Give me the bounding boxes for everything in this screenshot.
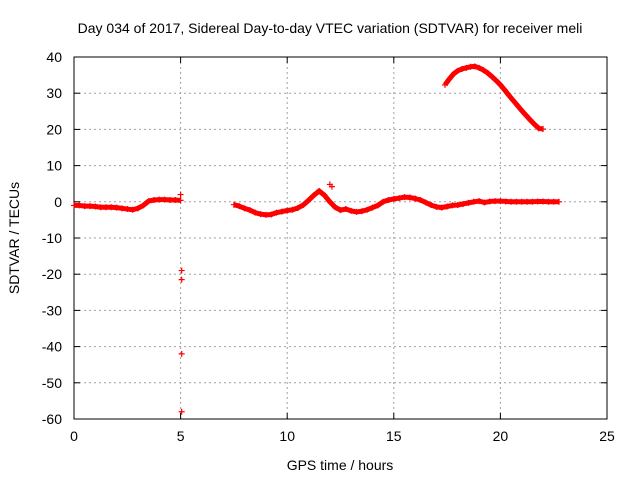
data-points: [71, 63, 563, 415]
y-tick-label: -10: [42, 230, 62, 246]
x-tick-label: 25: [599, 428, 615, 444]
y-tick-label: 40: [46, 49, 62, 65]
x-tick-label: 20: [493, 428, 509, 444]
data-point: [328, 183, 335, 190]
x-tick-label: 15: [386, 428, 402, 444]
y-tick-label: 30: [46, 85, 62, 101]
y-tick-label: -50: [42, 375, 62, 391]
x-tick-label: 5: [177, 428, 185, 444]
grid-lines: [74, 57, 607, 419]
y-tick-label: -40: [42, 339, 62, 355]
chart-title: Day 034 of 2017, Sidereal Day-to-day VTE…: [78, 20, 583, 36]
y-axis-title: SDTVAR / TECUs: [6, 182, 22, 294]
y-tick-label: 20: [46, 121, 62, 137]
y-tick-label: -20: [42, 266, 62, 282]
data-point: [178, 408, 185, 415]
x-tick-label: 0: [70, 428, 78, 444]
x-axis-tick-labels: 0 5 10 15 20 25: [70, 428, 615, 444]
y-tick-label: -60: [42, 411, 62, 427]
y-tick-label: 10: [46, 158, 62, 174]
y-axis-tick-labels: -60 -50 -40 -30 -20 -10 0 10 20 30 40: [42, 49, 62, 427]
series-band-sdtvar-arc: [442, 63, 544, 132]
data-point: [177, 191, 184, 198]
x-tick-label: 10: [279, 428, 295, 444]
data-point: [178, 267, 185, 274]
y-tick-label: -30: [42, 302, 62, 318]
series-band-sdtvar-main-band: [74, 188, 560, 218]
data-point: [178, 350, 185, 357]
x-axis-title: GPS time / hours: [287, 457, 394, 473]
data-point: [178, 276, 185, 283]
axis-ticks: [73, 56, 608, 420]
y-tick-label: 0: [54, 194, 62, 210]
